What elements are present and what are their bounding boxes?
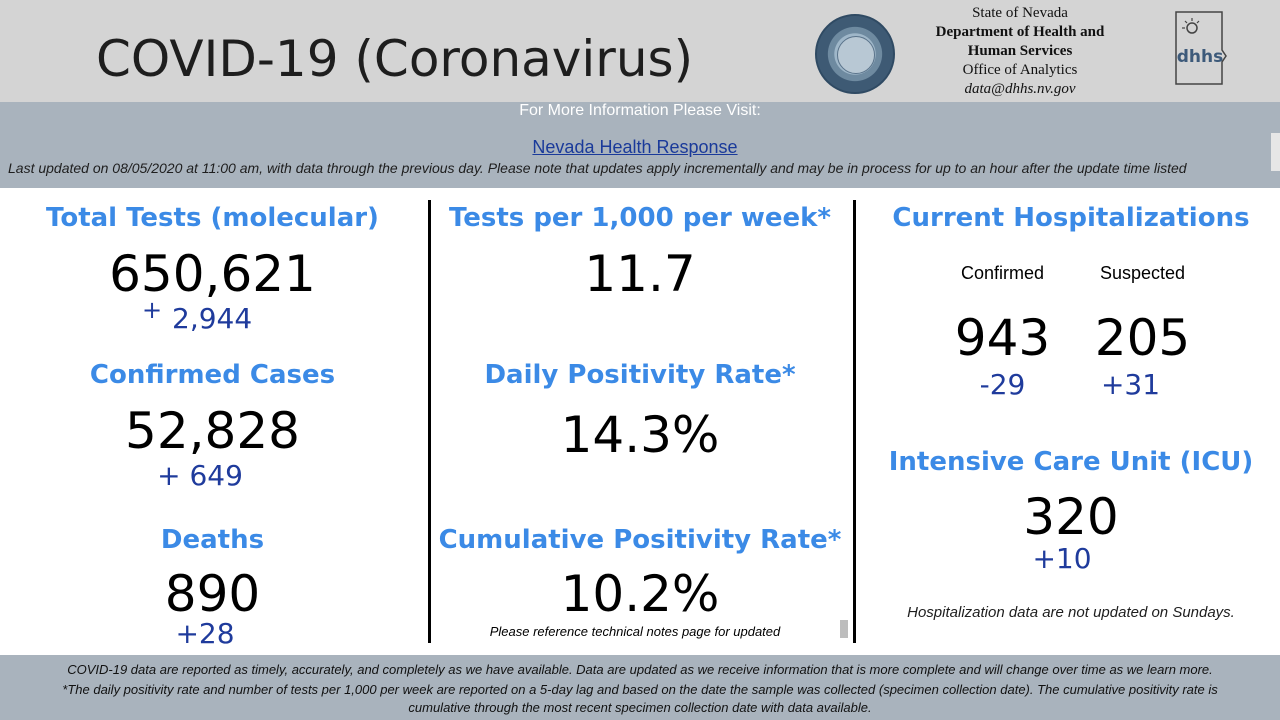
page-title: COVID-19 (Coronavirus) bbox=[96, 30, 694, 88]
cumulative-positivity-value: 10.2% bbox=[560, 565, 720, 623]
confirmed-cases-value: 52,828 bbox=[125, 402, 300, 460]
current-hospitalizations-heading: Current Hospitalizations bbox=[892, 203, 1250, 233]
dhhs-logo-icon: dhhs bbox=[1175, 11, 1227, 85]
daily-positivity-value: 14.3% bbox=[560, 406, 720, 464]
more-info-label: For More Information Please Visit: bbox=[519, 102, 761, 119]
suspected-label: Suspected bbox=[1099, 263, 1186, 283]
suspected-hospitalizations-delta: +31 bbox=[1100, 368, 1161, 401]
technical-notes-note: Please reference technical notes page fo… bbox=[489, 624, 781, 639]
footer-line-2: *The daily positivity rate and number of… bbox=[62, 682, 1218, 697]
info-band-scrollbar[interactable] bbox=[1271, 133, 1280, 171]
hospitalization-note: Hospitalization data are not updated on … bbox=[907, 604, 1235, 621]
total-tests-delta: 2,944 bbox=[172, 302, 253, 335]
agency-services: Human Services bbox=[967, 43, 1073, 59]
last-updated-note: Last updated on 08/05/2020 at 11:00 am, … bbox=[8, 160, 1187, 176]
info-band bbox=[0, 102, 1280, 188]
seal-center bbox=[837, 36, 875, 74]
cumulative-positivity-heading: Cumulative Positivity Rate* bbox=[438, 525, 842, 555]
deaths-heading: Deaths bbox=[160, 525, 265, 555]
agency-state: State of Nevada bbox=[972, 5, 1068, 21]
agency-block: State of Nevada Department of Health and… bbox=[920, 4, 1120, 99]
agency-office: Office of Analytics bbox=[962, 62, 1078, 78]
header-bar bbox=[0, 0, 1280, 102]
total-tests-value: 650,621 bbox=[109, 245, 316, 303]
nevada-health-response-link[interactable]: Nevada Health Response bbox=[532, 137, 738, 157]
confirmed-hospitalizations-value: 943 bbox=[954, 309, 1051, 367]
state-seal-icon bbox=[815, 14, 895, 94]
column-divider-right bbox=[853, 200, 856, 643]
agency-email: data@dhhs.nv.gov bbox=[964, 81, 1076, 97]
icu-delta: +10 bbox=[1032, 542, 1092, 575]
tests-per-1000-value: 11.7 bbox=[584, 245, 696, 303]
middle-panel-scrollbar[interactable] bbox=[840, 620, 848, 638]
footer-line-3: cumulative through the most recent speci… bbox=[408, 700, 872, 715]
icu-heading: Intensive Care Unit (ICU) bbox=[888, 447, 1254, 477]
agency-department: Department of Health and bbox=[935, 24, 1105, 40]
footer-line-1: COVID-19 data are reported as timely, ac… bbox=[67, 662, 1213, 677]
suspected-hospitalizations-value: 205 bbox=[1094, 309, 1191, 367]
column-divider-left bbox=[428, 200, 431, 643]
deaths-value: 890 bbox=[164, 565, 261, 623]
daily-positivity-heading: Daily Positivity Rate* bbox=[484, 360, 796, 390]
deaths-delta: +28 bbox=[175, 617, 235, 650]
footer-band bbox=[0, 655, 1280, 720]
tests-per-1000-heading: Tests per 1,000 per week* bbox=[448, 203, 832, 233]
total-tests-heading: Total Tests (molecular) bbox=[46, 203, 379, 233]
confirmed-label: Confirmed bbox=[960, 263, 1045, 283]
confirmed-cases-delta: + 649 bbox=[157, 459, 243, 492]
confirmed-hospitalizations-delta: -29 bbox=[979, 368, 1026, 401]
dhhs-logo-text: dhhs bbox=[1177, 47, 1224, 67]
confirmed-cases-heading: Confirmed Cases bbox=[89, 360, 336, 390]
icu-value: 320 bbox=[1023, 488, 1119, 546]
total-tests-delta-sign: + bbox=[141, 296, 163, 324]
